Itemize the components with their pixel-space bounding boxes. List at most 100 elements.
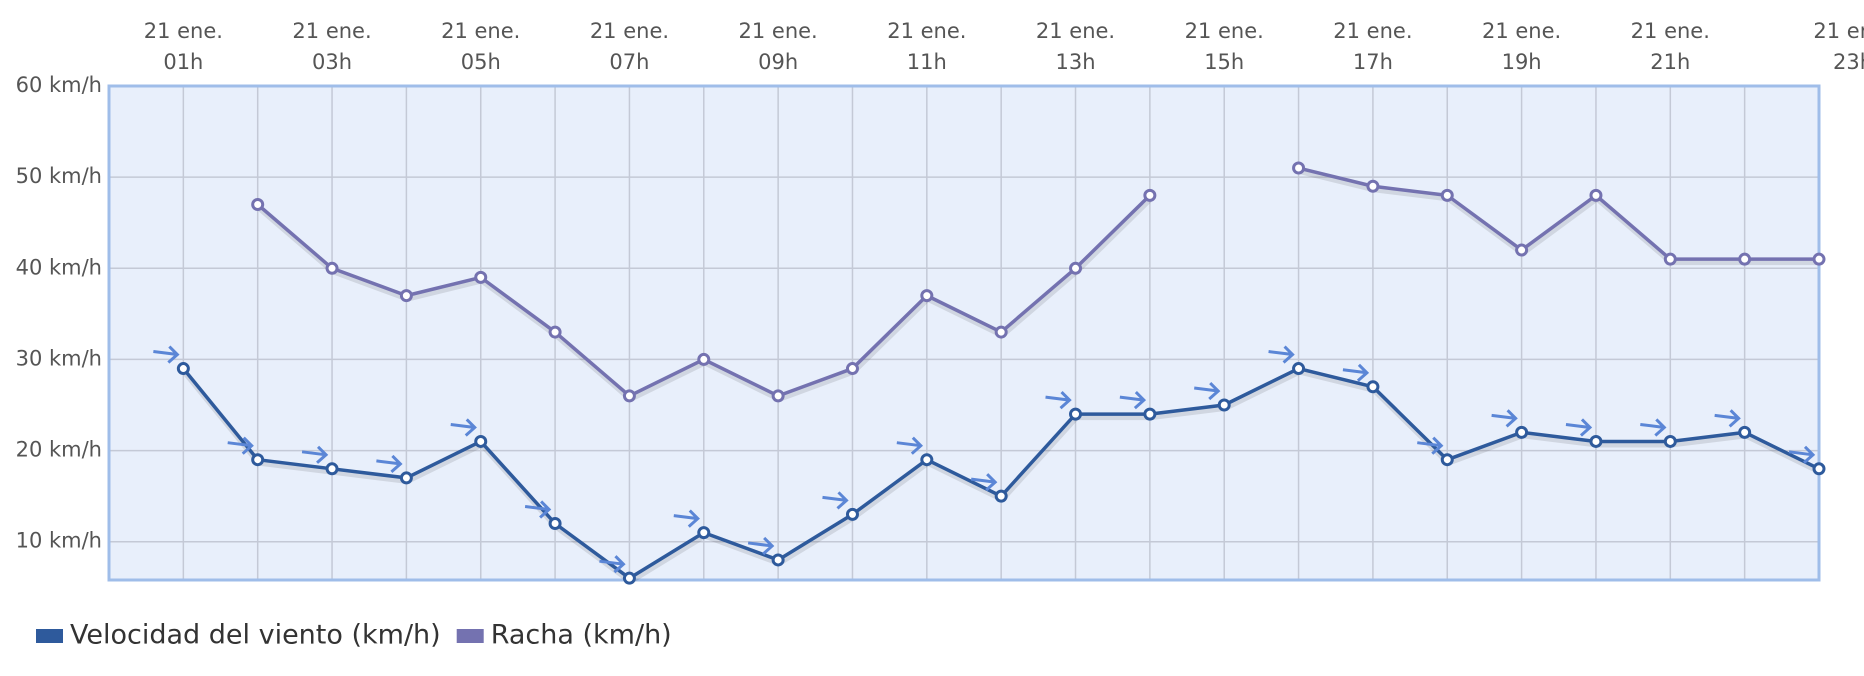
point bbox=[474, 434, 488, 448]
point bbox=[251, 197, 265, 211]
wind-direction-arrow bbox=[1268, 345, 1295, 364]
legend-label: Velocidad del viento (km/h) bbox=[70, 620, 441, 651]
point bbox=[1440, 188, 1454, 202]
y-tick-label: 60 km/h bbox=[16, 73, 102, 97]
x-tick-label: 21 ene. bbox=[1185, 19, 1264, 43]
legend-swatch bbox=[456, 629, 484, 643]
point bbox=[399, 289, 413, 303]
point bbox=[1069, 261, 1083, 275]
plot-background bbox=[109, 86, 1819, 580]
point bbox=[994, 325, 1008, 339]
point bbox=[622, 389, 636, 403]
x-tick-label: 11h bbox=[907, 50, 947, 74]
x-tick-label: 23h bbox=[1833, 50, 1864, 74]
x-tick-label: 21 ene. bbox=[1482, 19, 1561, 43]
point bbox=[1143, 188, 1157, 202]
plot-border bbox=[107, 84, 1821, 582]
point bbox=[1217, 398, 1231, 412]
point bbox=[548, 325, 562, 339]
y-tick-label: 40 km/h bbox=[16, 255, 102, 279]
point bbox=[920, 453, 934, 467]
point bbox=[1069, 407, 1083, 421]
point bbox=[325, 462, 339, 476]
point bbox=[1589, 434, 1603, 448]
wind-direction-arrow bbox=[599, 555, 626, 574]
point bbox=[1366, 179, 1380, 193]
wind-direction-arrow bbox=[822, 491, 849, 510]
point bbox=[622, 571, 636, 585]
y-tick-label: 50 km/h bbox=[16, 164, 102, 188]
x-tick-label: 21 ene. bbox=[739, 19, 818, 43]
x-tick-label: 01h bbox=[163, 50, 203, 74]
point bbox=[1812, 462, 1826, 476]
x-tick-label: 07h bbox=[609, 50, 649, 74]
point bbox=[399, 471, 413, 485]
x-tick-label: 15h bbox=[1204, 50, 1244, 74]
wind-direction-arrow bbox=[1640, 418, 1667, 437]
point bbox=[697, 352, 711, 366]
x-tick-label: 21 ene. bbox=[887, 19, 966, 43]
wind-direction-arrow bbox=[1417, 436, 1444, 455]
point bbox=[1515, 243, 1529, 257]
wind-direction-arrow bbox=[747, 536, 775, 556]
wind-direction-arrow bbox=[673, 509, 700, 528]
y-tick-label: 10 km/h bbox=[16, 529, 102, 553]
wind-direction-arrow bbox=[153, 345, 180, 364]
point bbox=[1589, 188, 1603, 202]
legend-swatch bbox=[36, 629, 63, 643]
point bbox=[771, 389, 785, 403]
wind-direction-arrow bbox=[1714, 409, 1741, 428]
x-tick-label: 05h bbox=[461, 50, 501, 74]
point bbox=[1292, 161, 1306, 175]
point bbox=[1143, 407, 1157, 421]
x-tick-label: 21 ene. bbox=[292, 19, 371, 43]
x-tick-label: 13h bbox=[1056, 50, 1096, 74]
wind-direction-arrow bbox=[1119, 391, 1147, 410]
x-tick-label: 21h bbox=[1650, 50, 1690, 74]
point bbox=[1812, 252, 1826, 266]
point bbox=[251, 453, 265, 467]
x-tick-label: 03h bbox=[312, 50, 352, 74]
wind-direction-arrow bbox=[1045, 391, 1072, 410]
x-tick-label: 21 ene. bbox=[441, 19, 520, 43]
wind-direction-arrow bbox=[896, 436, 924, 455]
wind-direction-arrow bbox=[227, 436, 254, 455]
wind-direction-arrow bbox=[524, 500, 552, 519]
point bbox=[1366, 380, 1380, 394]
point bbox=[548, 516, 562, 530]
y-tick-label: 20 km/h bbox=[16, 438, 102, 462]
legend-label: Racha (km/h) bbox=[491, 620, 672, 651]
x-tick-label: 21 ene. bbox=[144, 19, 223, 43]
point bbox=[1663, 252, 1677, 266]
x-tick-label: 09h bbox=[758, 50, 798, 74]
point bbox=[1738, 425, 1752, 439]
x-tick-label: 21 ene. bbox=[1631, 19, 1710, 43]
point bbox=[1440, 453, 1454, 467]
point bbox=[1663, 434, 1677, 448]
point bbox=[845, 362, 859, 376]
wind-direction-arrow bbox=[1491, 409, 1518, 428]
wind-direction-arrow bbox=[450, 418, 477, 437]
x-tick-label: 21 ene. bbox=[1333, 19, 1412, 43]
x-tick-label: 17h bbox=[1353, 50, 1393, 74]
point bbox=[920, 289, 934, 303]
point bbox=[994, 489, 1008, 503]
y-tick-label: 30 km/h bbox=[16, 346, 102, 370]
point bbox=[474, 270, 488, 284]
wind-direction-arrow bbox=[1194, 381, 1221, 401]
wind-direction-arrow bbox=[1342, 363, 1370, 382]
x-tick-label: 21 ene. bbox=[1813, 19, 1864, 43]
wind-direction-arrow bbox=[1788, 445, 1816, 464]
point bbox=[771, 553, 785, 567]
point bbox=[325, 261, 339, 275]
point bbox=[1292, 362, 1306, 376]
point bbox=[845, 507, 859, 521]
wind-direction-arrow bbox=[301, 445, 329, 464]
wind-direction-arrow bbox=[376, 454, 403, 474]
x-tick-label: 21 ene. bbox=[1036, 19, 1115, 43]
point bbox=[1738, 252, 1752, 266]
point bbox=[176, 362, 190, 376]
point bbox=[1515, 425, 1529, 439]
